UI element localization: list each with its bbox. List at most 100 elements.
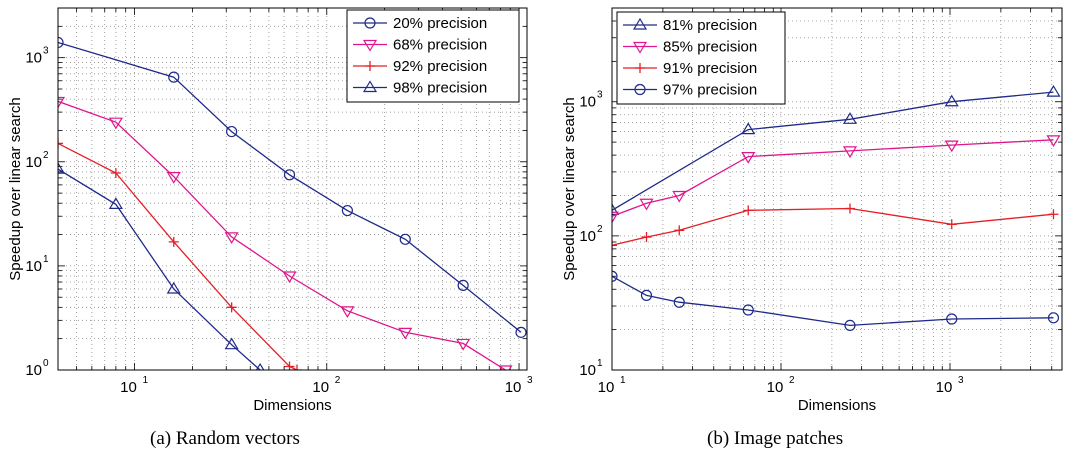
chart-a-x-tick-label: 10 bbox=[120, 379, 137, 396]
chart-b-point-81-precision bbox=[1046, 84, 1061, 97]
chart-b-legend-marker bbox=[634, 83, 646, 96]
chart-a-point-20-precision bbox=[515, 326, 527, 338]
chart-b-legend-marker bbox=[635, 63, 645, 73]
chart-a-legend-label: 68% precision bbox=[393, 37, 487, 54]
chart-a-point-98-precision bbox=[255, 362, 265, 370]
chart-b-point-85-precision bbox=[1046, 135, 1061, 148]
chart-a-series-68-precision bbox=[58, 96, 513, 370]
chart-a-legend-marker bbox=[365, 61, 375, 71]
chart-a-point-68-precision bbox=[166, 172, 181, 184]
chart-a-point-68-precision bbox=[498, 365, 513, 370]
chart-b-legend-label: 85% precision bbox=[663, 39, 757, 56]
chart-b-legend-item-85-precision: 85% precision bbox=[623, 39, 757, 56]
chart-a-y-tick-label: 10 bbox=[25, 258, 42, 275]
chart-a-point-68-precision bbox=[340, 306, 355, 319]
chart-a-legend-marker bbox=[362, 39, 378, 52]
chart-b-line-85-precision bbox=[612, 139, 1054, 217]
chart-a-point-98-precision bbox=[108, 197, 123, 209]
chart-b-point-85-precision bbox=[612, 211, 620, 224]
chart-a-legend-item-92-precision: 92% precision bbox=[353, 58, 487, 75]
chart-b-legend-item-91-precision: 91% precision bbox=[623, 60, 757, 77]
chart-a-point-98-precision bbox=[224, 337, 239, 350]
chart-a-point-20-precision bbox=[283, 169, 296, 181]
chart-a-y-tick-exponent: 3 bbox=[43, 46, 49, 57]
chart-b-point-97-precision bbox=[612, 270, 618, 282]
chart-a-x-axis-label: Dimensions bbox=[253, 397, 331, 414]
chart-b-point-81-precision bbox=[944, 94, 959, 107]
chart-a-y-tick-label: 10 bbox=[25, 362, 42, 379]
chart-a-legend-item-20-precision: 20% precision bbox=[353, 15, 487, 32]
chart-b-point-97-precision bbox=[640, 289, 653, 301]
chart-b-legend: 81% precision 85% precision 91% precision 9… bbox=[616, 11, 786, 105]
chart-a-point-20-precision bbox=[226, 125, 238, 138]
chart-b-line-91-precision bbox=[612, 207, 1054, 246]
chart-b-point-91-precision bbox=[641, 232, 652, 243]
chart-b-point-81-precision bbox=[842, 112, 858, 124]
chart-a-series-98-precision bbox=[58, 161, 265, 370]
chart-b-x-tick-label: 10 bbox=[936, 379, 953, 396]
chart-a-series-92-precision bbox=[58, 138, 302, 370]
chart-b-y-tick-label: 10 bbox=[579, 94, 596, 111]
chart-b-legend-label: 97% precision bbox=[663, 82, 757, 99]
chart-b-point-85-precision bbox=[741, 151, 756, 164]
chart-b-y-axis-label: Speedup over linear search bbox=[561, 97, 578, 280]
chart-a-legend-marker bbox=[362, 80, 378, 93]
chart-b-series-85-precision bbox=[612, 135, 1061, 224]
chart-a-point-68-precision bbox=[456, 338, 471, 351]
chart-a-legend-marker bbox=[364, 17, 376, 29]
chart-b-series-81-precision bbox=[612, 84, 1061, 215]
chart-b-point-91-precision bbox=[946, 219, 957, 230]
chart-b-series-91-precision bbox=[612, 203, 1059, 251]
chart-b-line-97-precision bbox=[612, 275, 1054, 327]
chart-a-y-tick-label: 10 bbox=[25, 50, 42, 67]
chart-b-legend-label: 91% precision bbox=[663, 60, 757, 77]
chart-b-point-85-precision bbox=[842, 146, 858, 159]
chart-b-point-81-precision bbox=[612, 203, 620, 215]
chart-a-point-68-precision bbox=[58, 96, 66, 109]
chart-b-axes-frame bbox=[611, 7, 1063, 371]
chart-b-legend-item-81-precision: 81% precision bbox=[623, 17, 757, 34]
chart-b-point-91-precision bbox=[844, 203, 855, 214]
chart-b-x-tick-exponent: 2 bbox=[789, 375, 795, 386]
chart-a-point-98-precision bbox=[58, 161, 66, 174]
chart-b-point-97-precision bbox=[946, 313, 958, 325]
chart-a-point-20-precision bbox=[168, 71, 180, 83]
chart-a-y-tick-label: 10 bbox=[25, 154, 42, 171]
chart-a-point-92-precision bbox=[291, 365, 302, 370]
chart-a-point-68-precision bbox=[224, 232, 239, 245]
caption-random-vectors: (a) Random vectors bbox=[150, 428, 300, 449]
chart-b-legend-label: 81% precision bbox=[663, 17, 757, 34]
chart-a-x-tick-label: 10 bbox=[312, 379, 329, 396]
chart-b-x-tick-exponent: 1 bbox=[620, 375, 626, 386]
chart-b-y-tick-label: 10 bbox=[579, 362, 596, 379]
chart-a-legend-box bbox=[346, 9, 520, 103]
chart-b-point-97-precision bbox=[844, 319, 856, 332]
chart-b-point-91-precision bbox=[674, 225, 685, 236]
chart-a-legend-label: 92% precision bbox=[393, 58, 487, 75]
chart-a-point-68-precision bbox=[108, 117, 123, 130]
chart-a-point-20-precision bbox=[399, 233, 411, 245]
chart-a-point-92-precision bbox=[226, 302, 237, 313]
chart-b-point-97-precision bbox=[673, 296, 685, 308]
chart-b-y-tick-exponent: 3 bbox=[597, 90, 603, 101]
chart-b-y-tick-exponent: 1 bbox=[597, 358, 603, 369]
chart-a-legend-label: 98% precision bbox=[393, 80, 487, 97]
chart-b-x-tick-label: 10 bbox=[767, 379, 784, 396]
chart-b-y-tick-exponent: 2 bbox=[597, 224, 603, 235]
chart-b-point-91-precision bbox=[612, 240, 617, 251]
chart-a-axes-frame bbox=[57, 7, 528, 371]
chart-a-y-tick-exponent: 2 bbox=[43, 150, 49, 161]
chart-a-x-tick-exponent: 1 bbox=[143, 375, 149, 386]
chart-b-y-tick-label: 10 bbox=[579, 228, 596, 245]
chart-b-legend-marker bbox=[632, 41, 648, 54]
chart-b-point-91-precision bbox=[743, 205, 754, 216]
chart-a-x-tick-exponent: 2 bbox=[335, 375, 341, 386]
chart-b-point-85-precision bbox=[639, 198, 654, 211]
caption-image-patches: (b) Image patches bbox=[707, 428, 844, 449]
chart-a-point-98-precision bbox=[166, 281, 181, 294]
chart-a-line-98-precision bbox=[58, 168, 261, 370]
chart-a-y-tick-exponent: 1 bbox=[43, 254, 49, 265]
chart-b-x-tick-exponent: 3 bbox=[958, 375, 964, 386]
chart-a-legend-label: 20% precision bbox=[393, 15, 487, 32]
